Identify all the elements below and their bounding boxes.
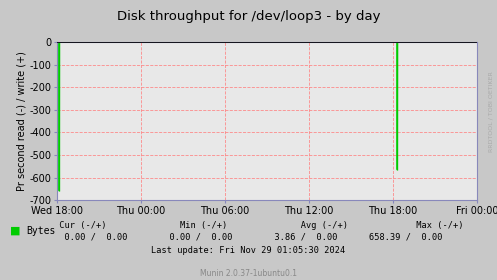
Text: Last update: Fri Nov 29 01:05:30 2024: Last update: Fri Nov 29 01:05:30 2024 (152, 246, 345, 255)
Text: Disk throughput for /dev/loop3 - by day: Disk throughput for /dev/loop3 - by day (117, 10, 380, 23)
Text: ■: ■ (10, 226, 20, 236)
Text: RRDTOOL / TOBI OETIKER: RRDTOOL / TOBI OETIKER (489, 72, 494, 152)
Text: Munin 2.0.37-1ubuntu0.1: Munin 2.0.37-1ubuntu0.1 (200, 269, 297, 277)
Text: 0.00 /  0.00        0.00 /  0.00        3.86 /  0.00      658.39 /  0.00: 0.00 / 0.00 0.00 / 0.00 3.86 / 0.00 658.… (54, 232, 443, 241)
Text: Cur (-/+)              Min (-/+)              Avg (-/+)             Max (-/+): Cur (-/+) Min (-/+) Avg (-/+) Max (-/+) (33, 221, 464, 230)
Y-axis label: Pr second read (-) / write (+): Pr second read (-) / write (+) (17, 51, 27, 191)
Text: Bytes: Bytes (26, 226, 56, 236)
